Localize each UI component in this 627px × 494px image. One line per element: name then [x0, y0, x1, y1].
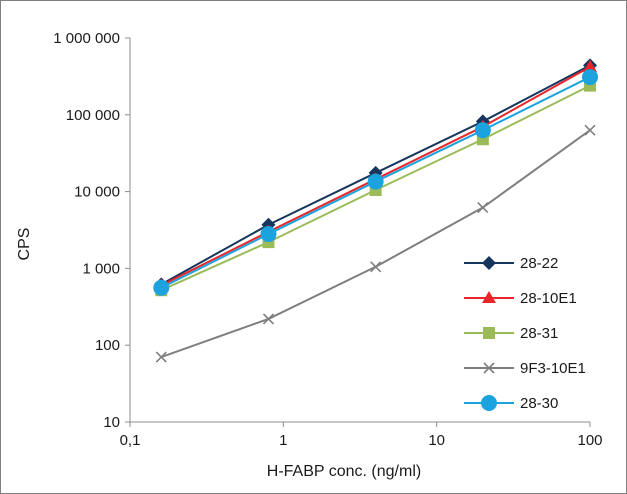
data-point-circle	[260, 226, 277, 243]
data-point-x-stroke	[155, 351, 167, 363]
legend-label: 28-31	[520, 325, 558, 342]
legend-item: 28-31	[464, 325, 558, 342]
legend-label: 9F3-10E1	[520, 360, 586, 377]
data-point-x	[584, 124, 596, 136]
data-point-x-stroke	[483, 362, 495, 374]
series-28-30	[153, 69, 598, 296]
legend-item: 28-22	[464, 255, 558, 272]
legend: 28-22 28-10E1 28-31 9F3-10E1 28-30	[464, 255, 586, 412]
y-tick-label: 1 000	[82, 260, 120, 277]
data-point-x-stroke	[584, 124, 596, 136]
y-tick-label: 100	[95, 337, 120, 354]
data-point-circle	[474, 122, 491, 139]
axes: 10 100 1 000 10 000 100 000 1 000 000 0,1 1 10 10…	[53, 30, 602, 449]
legend-item: 9F3-10E1	[464, 360, 586, 377]
data-point-x	[262, 313, 275, 325]
data-point-x	[483, 362, 495, 374]
data-point-triangle	[583, 59, 597, 72]
series-line	[160, 129, 591, 359]
data-point-square	[483, 327, 495, 339]
y-tick-label: 1 000 000	[53, 30, 120, 47]
x-tick-label: 100	[577, 432, 602, 449]
x-axis-title: H-FABP conc. (ng/ml)	[267, 463, 421, 480]
y-tick-label: 100 000	[66, 107, 120, 124]
data-point-x-stroke	[477, 201, 489, 214]
data-point-diamond	[482, 256, 496, 270]
y-axis-title: CPS	[16, 228, 33, 261]
y-tick-label: 10 000	[74, 184, 120, 201]
data-point-circle	[481, 395, 497, 411]
legend-label: 28-10E1	[520, 290, 577, 307]
x-tick-label: 10	[428, 432, 445, 449]
data-point-x-stroke	[262, 313, 275, 325]
series-9F3-10E1	[155, 124, 596, 363]
data-point-x	[477, 201, 489, 214]
legend-label: 28-22	[520, 255, 558, 272]
x-tick-label: 0,1	[120, 432, 141, 449]
legend-item: 28-10E1	[464, 290, 577, 307]
data-point-x	[370, 261, 382, 273]
data-point-triangle	[482, 291, 496, 303]
y-tick-label: 10	[103, 414, 120, 431]
data-point-x	[155, 351, 167, 363]
data-point-circle	[367, 173, 384, 190]
legend-item: 28-30	[464, 395, 558, 412]
data-point-circle	[582, 69, 598, 86]
legend-label: 28-30	[520, 395, 558, 412]
series-layer	[153, 58, 598, 363]
data-point-x-stroke	[370, 261, 382, 273]
x-tick-label: 1	[279, 432, 287, 449]
data-point-circle	[153, 279, 170, 296]
